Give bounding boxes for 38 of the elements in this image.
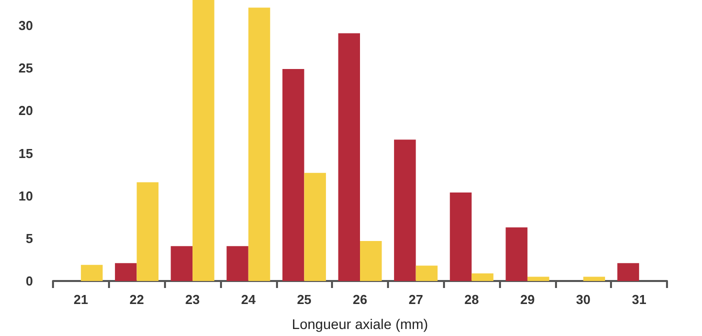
- bar: [527, 276, 550, 281]
- y-tick-label: 20: [18, 103, 33, 118]
- bar: [170, 246, 193, 281]
- x-axis-title: Longueur axiale (mm): [292, 316, 428, 332]
- bar: [248, 8, 270, 281]
- x-tick-label: 31: [632, 292, 646, 307]
- y-tick-label: 5: [26, 230, 33, 246]
- bar: [282, 68, 304, 281]
- y-tick-label: 25: [18, 60, 33, 76]
- x-tick-label: 30: [576, 292, 591, 307]
- bar: [136, 182, 158, 281]
- x-tick-label: 22: [129, 292, 144, 307]
- bar: [304, 172, 326, 281]
- x-tick-label: 24: [241, 292, 256, 307]
- bar: [394, 140, 416, 281]
- bar: [114, 263, 137, 281]
- bar: [338, 33, 360, 281]
- x-tick-label: 21: [74, 292, 88, 307]
- y-tick-label: 15: [18, 146, 33, 161]
- x-tick-label: 26: [352, 292, 368, 307]
- bar: [226, 246, 248, 281]
- bar: [617, 263, 640, 281]
- bar: [472, 273, 494, 281]
- x-tick-label: 28: [464, 292, 479, 307]
- bar: [416, 266, 438, 281]
- bar: [583, 276, 606, 281]
- bar: [192, 0, 214, 281]
- x-tick-label: 27: [408, 292, 424, 307]
- x-tick-label: 25: [296, 292, 312, 307]
- x-tick-label: 23: [185, 292, 200, 307]
- y-tick-label: 30: [18, 18, 33, 34]
- bar: [360, 240, 382, 281]
- bar: [506, 227, 528, 281]
- x-tick-label: 29: [520, 292, 535, 307]
- y-tick-label: 0: [26, 274, 33, 288]
- y-tick-label: 10: [18, 188, 33, 204]
- bar: [450, 192, 472, 281]
- bar: [80, 264, 103, 281]
